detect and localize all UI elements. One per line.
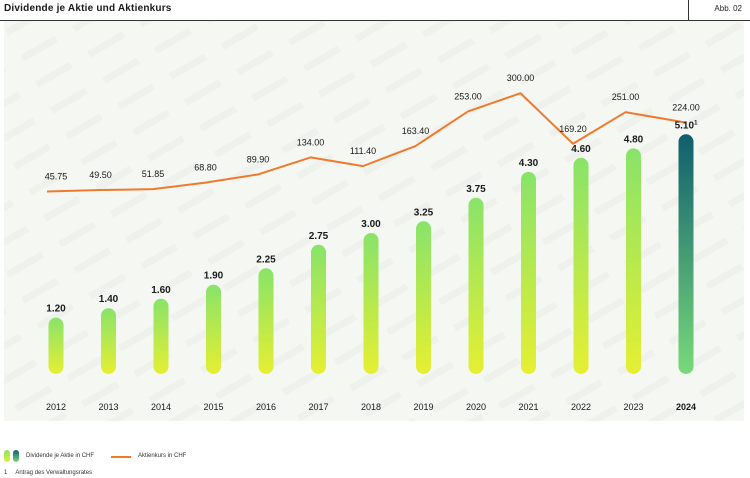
bar-2013 xyxy=(101,308,116,374)
bar-label-2016: 2.25 xyxy=(256,254,276,265)
price-line xyxy=(46,92,687,193)
x-tick-2014: 2014 xyxy=(151,402,171,412)
bar-label-2022: 4.60 xyxy=(571,144,591,155)
x-tick-2018: 2018 xyxy=(361,402,381,412)
x-tick-2016: 2016 xyxy=(256,402,276,412)
x-tick-2020: 2020 xyxy=(466,402,486,412)
bar-2018 xyxy=(363,233,379,374)
price-label-2019: 163.40 xyxy=(402,126,430,136)
bar-2024 xyxy=(678,134,694,374)
bar-label-2013: 1.40 xyxy=(99,294,119,305)
bar-label-2018: 3.00 xyxy=(361,219,381,230)
bar-2012 xyxy=(48,317,64,374)
footnote-text: Antrag des Verwaltungsrates xyxy=(15,470,93,476)
x-tick-2019: 2019 xyxy=(413,402,433,412)
footnote-marker: 1 xyxy=(4,470,8,476)
bar-2022 xyxy=(573,157,589,374)
bar-label-2021: 4.30 xyxy=(519,158,539,169)
price-label-2012: 45.75 xyxy=(45,172,68,182)
price-label-2023: 251.00 xyxy=(612,92,640,102)
x-tick-2024: 2024 xyxy=(676,402,696,412)
x-tick-2021: 2021 xyxy=(518,402,538,412)
bar-label-2023: 4.80 xyxy=(624,134,644,145)
bar-label-2024: 5.101 xyxy=(675,120,698,131)
price-label-2022: 169.20 xyxy=(559,124,587,134)
bar-label-2020: 3.75 xyxy=(466,184,486,195)
price-label-2021: 300.00 xyxy=(507,73,535,83)
bar-label-2014: 1.60 xyxy=(151,285,171,296)
chart-legend: Dividende je Aktie in CHF Aktienkurs in … xyxy=(0,450,750,464)
bar-2020 xyxy=(468,197,484,374)
bar-label-2019: 3.25 xyxy=(414,207,434,218)
chart-title: Dividende je Aktie und Aktienkurs xyxy=(4,3,172,14)
bar-label-2017: 2.75 xyxy=(309,231,329,242)
dividend-share-price-chart: 1.20 1.40 1.60 1.90 2.25 2.75 3.00 3.25 3.75 4.30… xyxy=(4,21,744,421)
bar-2019 xyxy=(416,221,431,374)
price-label-2024: 224.00 xyxy=(672,103,700,113)
price-label-2020: 253.00 xyxy=(454,91,482,101)
price-label-2018: 111.40 xyxy=(350,146,376,156)
bar-label-2012: 1.20 xyxy=(46,304,66,315)
bar-2023 xyxy=(626,148,641,374)
header-divider xyxy=(688,0,689,20)
x-tick-2023: 2023 xyxy=(623,402,643,412)
bar-2016 xyxy=(258,268,274,374)
price-label-2017: 134.00 xyxy=(297,137,325,147)
x-tick-2022: 2022 xyxy=(571,402,591,412)
x-tick-2012: 2012 xyxy=(46,402,66,412)
footnote: 1 Antrag des Verwaltungsrates xyxy=(4,470,92,476)
price-label-2013: 49.50 xyxy=(89,170,112,180)
bar-label-superscript: 1 xyxy=(694,120,698,126)
x-tick-2017: 2017 xyxy=(308,402,328,412)
x-tick-2015: 2015 xyxy=(203,402,223,412)
legend-swatch-proposed xyxy=(13,450,19,462)
bar-2017 xyxy=(311,244,326,374)
chart-header: Dividende je Aktie und Aktienkurs Abb. 0… xyxy=(0,0,750,21)
legend-swatch-dividend xyxy=(4,450,10,462)
legend-label-dividend: Dividende je Aktie in CHF xyxy=(26,453,95,459)
x-tick-2013: 2013 xyxy=(98,402,118,412)
bar-2015 xyxy=(206,284,221,374)
price-label-2014: 51.85 xyxy=(142,169,165,179)
bar-2021 xyxy=(521,171,536,374)
bar-label-2015: 1.90 xyxy=(204,271,224,282)
price-label-2015: 68.80 xyxy=(194,163,217,173)
legend-swatch-price xyxy=(111,456,131,458)
bar-2014 xyxy=(153,298,169,374)
legend-label-price: Aktienkurs in CHF xyxy=(138,453,187,459)
figure-label: Abb. 02 xyxy=(714,4,742,13)
price-label-2016: 89.90 xyxy=(247,154,270,164)
